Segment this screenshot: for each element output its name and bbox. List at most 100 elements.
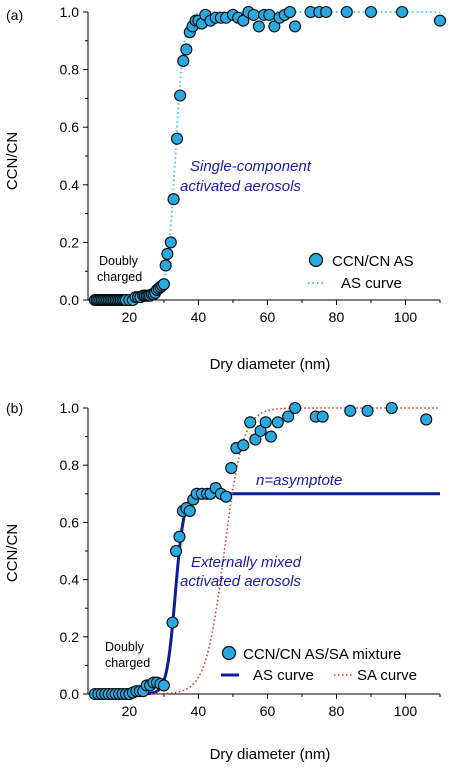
legend-label-1-b: AS curve xyxy=(253,667,314,684)
annotation-doubly-charged-b: Doubly charged xyxy=(105,640,150,670)
data-point-b xyxy=(271,416,284,429)
data-point-a xyxy=(164,236,177,249)
x-tick-label-b: 80 xyxy=(329,703,345,719)
data-point-b xyxy=(244,416,257,429)
panel-a: (a) CCN/CN Dry diameter (nm) 0.00.20.40.… xyxy=(4,4,447,373)
x-tick-label-a: 60 xyxy=(260,309,276,325)
y-tick-label-a: 0.6 xyxy=(60,119,80,135)
legend-a: CCN/CN AS AS curve xyxy=(308,252,414,292)
data-point-b xyxy=(219,490,233,503)
y-tick-label-a: 0.8 xyxy=(60,62,80,78)
data-point-a xyxy=(247,8,260,21)
y-tick-label-a: 0.4 xyxy=(60,177,80,193)
data-point-a xyxy=(263,8,276,21)
data-point-a xyxy=(268,20,281,33)
legend-label-2-b: SA curve xyxy=(357,667,417,684)
data-point-a xyxy=(177,54,190,68)
data-point-b xyxy=(237,439,250,452)
data-point-a xyxy=(340,5,353,19)
y-tick-label-a: 0.0 xyxy=(60,292,80,308)
y-tick-label-b: 0.2 xyxy=(60,629,80,645)
y-tick-label-b: 0.0 xyxy=(60,686,80,702)
x-tick-label-a: 100 xyxy=(394,309,418,325)
y-ticks-a: 0.0 0.2 0.4 0.6 0.8 1.0 xyxy=(60,4,88,308)
x-ticks-b: 20 40 60 80 100 xyxy=(94,694,441,719)
y-axis-label-b: CCN/CN xyxy=(4,524,21,582)
x-tick-label-b: 100 xyxy=(394,703,418,719)
annotation-doubly-line2-b: charged xyxy=(105,656,150,670)
legend-marker-b xyxy=(221,645,237,661)
data-point-a xyxy=(364,5,378,19)
x-ticks-a: 20 40 60 80 100 xyxy=(94,300,441,325)
annotation-asymptote-b: n=asymptote xyxy=(256,472,342,489)
legend-label-1-a: AS curve xyxy=(341,275,402,292)
data-point-a xyxy=(174,89,187,102)
data-point-b xyxy=(157,679,170,692)
annotation-main-a: Single-component activated aerosols xyxy=(180,158,312,195)
panel-label-a: (a) xyxy=(6,7,23,23)
y-tick-label-a: 1.0 xyxy=(60,4,80,20)
annotation-main-line2-b: activated aerosols xyxy=(180,573,301,590)
data-point-a xyxy=(252,20,265,33)
y-tick-label-a: 0.2 xyxy=(60,234,80,250)
annotation-doubly-charged-a: Doubly charged xyxy=(97,254,142,284)
annotation-doubly-line1-b: Doubly xyxy=(105,640,145,654)
legend-marker-a xyxy=(308,252,324,268)
x-tick-label-a: 80 xyxy=(329,309,345,325)
data-point-a xyxy=(157,278,170,291)
as-curve-b xyxy=(94,492,440,696)
data-point-a xyxy=(180,43,193,56)
data-point-b xyxy=(420,413,433,426)
data-point-b xyxy=(264,430,277,443)
series-lines-b xyxy=(94,407,440,696)
x-tick-label-b: 40 xyxy=(191,703,207,719)
data-point-b xyxy=(385,401,398,415)
data-point-b xyxy=(344,404,357,417)
x-tick-label-a: 20 xyxy=(122,309,138,325)
y-ticks-b: 0.0 0.2 0.4 0.6 0.8 1.0 xyxy=(60,400,88,702)
data-point-b xyxy=(316,410,329,423)
legend-label-0-b: CCN/CN AS/SA mixture xyxy=(243,646,401,663)
series-markers-b xyxy=(88,401,433,701)
data-point-b xyxy=(183,504,196,518)
series-markers-a xyxy=(88,5,447,307)
legend-label-0-a: CCN/CN AS xyxy=(332,253,414,270)
data-point-a xyxy=(320,5,333,19)
annotation-doubly-line2-a: charged xyxy=(97,270,142,284)
data-point-b xyxy=(289,401,302,415)
panel-b: (b) CCN/CN Dry diameter (nm) 0.00.20.40.… xyxy=(4,400,441,763)
data-point-a xyxy=(237,14,250,27)
y-tick-label-b: 0.4 xyxy=(60,572,80,588)
data-point-b xyxy=(259,416,272,429)
data-point-b xyxy=(169,544,183,558)
annotation-doubly-line1-a: Doubly xyxy=(99,254,139,268)
annotation-main-line1-a: Single-component xyxy=(190,158,312,175)
data-point-b xyxy=(166,616,179,629)
data-point-a xyxy=(161,247,174,260)
legend-b: CCN/CN AS/SA mixture AS curve SA curve xyxy=(221,645,417,684)
annotation-main-line2-a: activated aerosols xyxy=(180,178,301,195)
data-point-b xyxy=(282,410,295,423)
data-point-a xyxy=(289,20,302,33)
data-point-b xyxy=(173,530,186,543)
data-point-b xyxy=(225,462,238,475)
data-point-b xyxy=(361,404,374,417)
data-point-a xyxy=(433,14,447,27)
x-tick-label-a: 40 xyxy=(191,309,207,325)
data-point-a xyxy=(167,193,180,206)
y-axis-label-a: CCN/CN xyxy=(4,132,21,190)
annotation-main-line1-b: Externally mixed xyxy=(191,554,302,571)
x-axis-label-b: Dry diameter (nm) xyxy=(210,746,331,763)
y-tick-label-b: 1.0 xyxy=(60,400,80,416)
panel-label-b: (b) xyxy=(6,400,23,416)
y-tick-label-b: 0.8 xyxy=(60,457,80,473)
x-tick-label-b: 20 xyxy=(122,703,138,719)
x-tick-label-b: 60 xyxy=(260,703,276,719)
data-point-a xyxy=(395,5,409,19)
annotation-main-b: Externally mixed activated aerosols xyxy=(180,554,302,590)
data-point-a xyxy=(170,132,184,145)
y-tick-label-b: 0.6 xyxy=(60,514,80,530)
x-axis-label-a: Dry diameter (nm) xyxy=(210,356,331,373)
data-point-a xyxy=(283,5,296,19)
